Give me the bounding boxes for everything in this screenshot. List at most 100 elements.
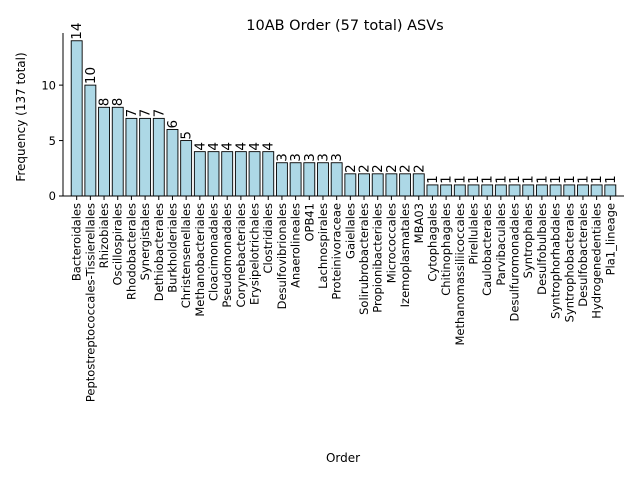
bar bbox=[276, 162, 288, 197]
x-tick-label: Peptostreptococcales-Tissierellales bbox=[83, 203, 97, 402]
bar bbox=[549, 184, 562, 197]
x-tick-label: Pla1_lineage bbox=[603, 203, 617, 275]
x-tick-label: Synergistales bbox=[138, 203, 152, 280]
x-tick-label: Gaiellales bbox=[343, 203, 357, 259]
bar-value-label: 1 bbox=[466, 175, 482, 184]
x-tick-label: Methanomassiliicoccales bbox=[453, 203, 467, 346]
bar-value-label: 4 bbox=[247, 142, 263, 151]
bar-value-label: 5 bbox=[179, 131, 195, 140]
bar-value-label: 1 bbox=[493, 175, 509, 184]
x-tick-label: MBA03 bbox=[412, 203, 426, 243]
x-tick-label: Desulfuromonadales bbox=[508, 203, 522, 321]
bar bbox=[152, 117, 165, 197]
bar-value-label: 14 bbox=[69, 23, 85, 40]
bar-value-label: 3 bbox=[329, 153, 345, 162]
bar bbox=[399, 173, 412, 197]
bar bbox=[440, 184, 453, 197]
bar-value-label: 4 bbox=[206, 142, 222, 151]
x-tick-label: Burkholderiales bbox=[165, 203, 179, 293]
x-tick-label: Erysipelotrichales bbox=[248, 203, 262, 305]
bar-value-label: 1 bbox=[562, 175, 578, 184]
x-tick-label: Desulfobulbales bbox=[535, 203, 549, 295]
bar-value-label: 1 bbox=[425, 175, 441, 184]
x-tick-label: Syntrophorhabdales bbox=[549, 203, 563, 319]
bar bbox=[494, 184, 507, 197]
bar bbox=[125, 117, 138, 197]
x-tick-label: Rhizobiales bbox=[97, 203, 111, 268]
bar-value-label: 8 bbox=[97, 98, 113, 107]
bar bbox=[262, 151, 275, 197]
bar-value-label: 1 bbox=[534, 175, 550, 184]
x-tick-label: Anaerolineales bbox=[289, 203, 303, 288]
bar-value-label: 1 bbox=[507, 175, 523, 184]
x-tick-label: OPB41 bbox=[302, 203, 316, 242]
bar bbox=[207, 151, 220, 197]
x-tick-label: Bacteroidales bbox=[70, 203, 84, 281]
bar bbox=[289, 162, 302, 197]
bar-value-label: 1 bbox=[521, 175, 537, 184]
x-tick-label: Solirubrobacterales bbox=[357, 203, 371, 315]
y-tick-label: 0 bbox=[49, 189, 56, 203]
y-axis-label: Frequency (137 total) bbox=[14, 52, 28, 181]
x-tick-label: Parvibaculales bbox=[494, 203, 508, 286]
x-tick-label: Syntrophales bbox=[521, 203, 535, 278]
y-tick-label: 10 bbox=[41, 78, 56, 92]
bar bbox=[535, 184, 548, 197]
bar bbox=[481, 184, 494, 197]
bar-value-label: 7 bbox=[138, 109, 154, 118]
x-tick-label: Corynebacteriales bbox=[234, 203, 248, 307]
bar-value-label: 3 bbox=[288, 153, 304, 162]
bar-value-label: 3 bbox=[302, 153, 318, 162]
bar bbox=[166, 129, 179, 197]
x-axis-label: Order bbox=[326, 451, 360, 465]
bar bbox=[563, 184, 576, 197]
bar bbox=[98, 106, 110, 197]
bar-value-label: 1 bbox=[603, 175, 619, 184]
bar-value-label: 4 bbox=[261, 142, 277, 151]
bar bbox=[139, 117, 152, 197]
bar-value-label: 4 bbox=[192, 142, 208, 151]
bar-value-label: 6 bbox=[165, 120, 181, 129]
x-tick-label: Rhodobacterales bbox=[124, 203, 138, 300]
bar-value-label: 7 bbox=[151, 109, 167, 118]
bar bbox=[234, 151, 247, 197]
bar bbox=[508, 184, 521, 197]
bar bbox=[522, 184, 535, 197]
x-tick-label: Oscillospirales bbox=[111, 203, 125, 286]
x-tick-label: Chitinophagales bbox=[439, 203, 453, 296]
bar bbox=[385, 173, 398, 197]
bar-value-label: 1 bbox=[480, 175, 496, 184]
bar-value-label: 4 bbox=[220, 142, 236, 151]
bar bbox=[111, 106, 124, 197]
x-tick-label: Lachnospirales bbox=[316, 203, 330, 289]
bar-value-label: 2 bbox=[411, 164, 427, 173]
x-tick-label: Syntrophobacterales bbox=[562, 203, 576, 322]
x-tick-label: Desulfovibrionales bbox=[275, 203, 289, 309]
bar-value-label: 10 bbox=[83, 67, 99, 84]
x-tick-label: Methanobacteriales bbox=[193, 203, 207, 317]
bar bbox=[180, 140, 193, 197]
bar bbox=[344, 173, 357, 197]
x-tick-label: Propionibacteriales bbox=[371, 203, 385, 313]
bar bbox=[330, 162, 343, 197]
x-tick-label: Christensenellales bbox=[179, 203, 193, 308]
x-tick-label: Pseudomonadales bbox=[220, 203, 234, 308]
bar-value-label: 1 bbox=[452, 175, 468, 184]
bar-value-label: 2 bbox=[384, 164, 400, 173]
bar bbox=[303, 162, 316, 197]
bar bbox=[577, 184, 589, 197]
x-tick-label: Cloacimonadales bbox=[207, 203, 221, 301]
x-tick-label: Izemoplasmatales bbox=[398, 203, 412, 307]
bar-value-label: 1 bbox=[589, 175, 605, 184]
bar-value-label: 1 bbox=[575, 175, 591, 184]
bar-value-label: 1 bbox=[548, 175, 564, 184]
bar bbox=[590, 184, 603, 197]
bar-value-label: 2 bbox=[357, 164, 373, 173]
x-tick-label: Cytophagales bbox=[425, 203, 439, 282]
bar-value-label: 3 bbox=[274, 153, 290, 162]
bar bbox=[84, 84, 97, 197]
bar-value-label: 1 bbox=[439, 175, 455, 184]
bar bbox=[604, 184, 617, 197]
bar bbox=[70, 40, 83, 197]
bar-value-label: 4 bbox=[233, 142, 249, 151]
